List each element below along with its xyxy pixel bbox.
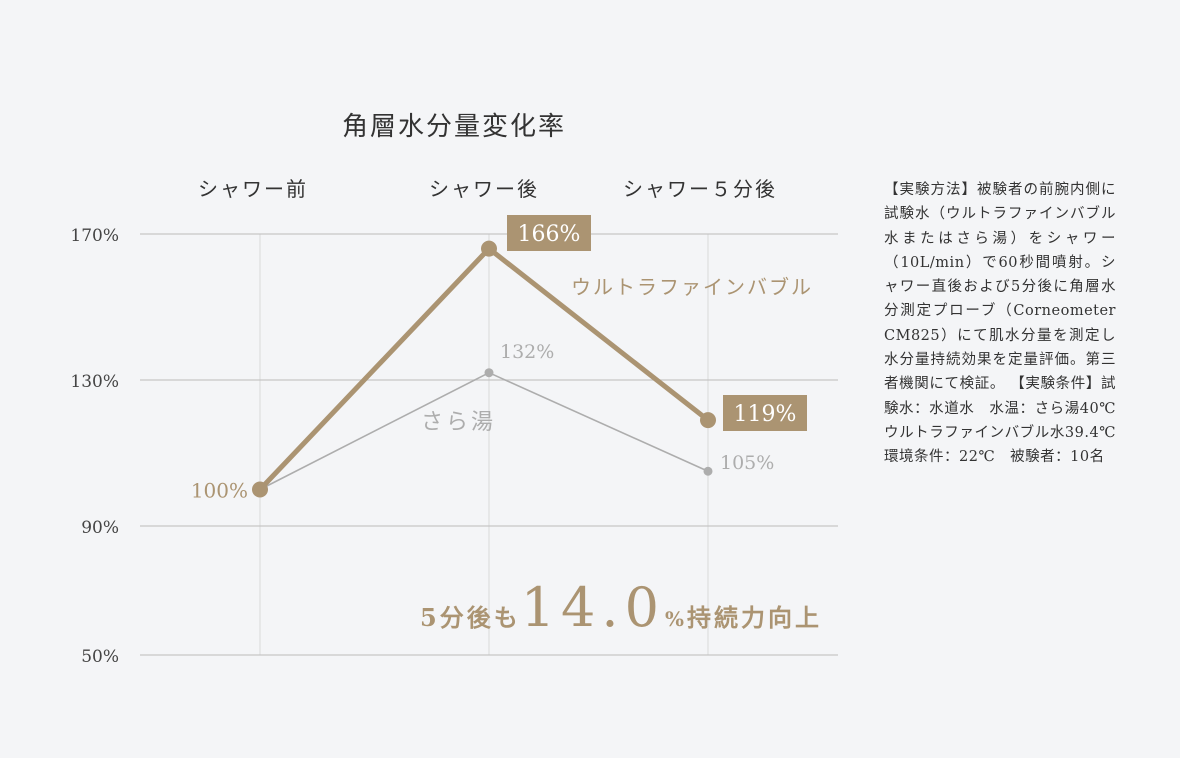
data-label-box-ufb bbox=[723, 395, 807, 431]
headline-prefix: 5分後も bbox=[420, 603, 521, 632]
data-label-sarayu: 132% bbox=[500, 341, 554, 363]
y-tick-label: 50% bbox=[81, 647, 119, 667]
experiment-note: 【実験方法】被験者の前腕内側に試験水（ウルトラファインバブル水またはさら湯）をシ… bbox=[884, 182, 1131, 466]
y-tick-label: 170% bbox=[70, 226, 119, 246]
headline-suffix: 持続力向上 bbox=[686, 603, 822, 632]
series-label-sarayu: さら湯 bbox=[421, 410, 496, 435]
chart-title: 角層水分量変化率 bbox=[342, 112, 567, 142]
series-label-ufb: ウルトラファインバブル bbox=[571, 275, 813, 299]
data-label-ufb: 119% bbox=[734, 402, 797, 427]
y-tick-label: 90% bbox=[81, 518, 119, 538]
headline: 5分後も14.0%持続力向上 bbox=[420, 576, 822, 639]
data-point-ufb bbox=[481, 240, 497, 257]
data-label-box-ufb bbox=[507, 215, 591, 251]
data-point-sarayu bbox=[703, 466, 713, 476]
x-category-label: シャワー５分後 bbox=[623, 177, 777, 201]
headline-unit: % bbox=[664, 607, 687, 631]
data-label-ufb: 100% bbox=[191, 479, 248, 503]
data-label-ufb: 166% bbox=[518, 222, 581, 247]
x-category-label: シャワー後 bbox=[429, 177, 539, 201]
data-label-sarayu: 105% bbox=[720, 452, 774, 474]
data-point-ufb bbox=[252, 481, 268, 498]
data-point-sarayu bbox=[484, 368, 494, 378]
headline-value: 14.0 bbox=[520, 576, 665, 639]
data-point-ufb bbox=[700, 412, 716, 429]
y-tick-label: 130% bbox=[70, 372, 119, 392]
x-category-label: シャワー前 bbox=[198, 177, 308, 201]
